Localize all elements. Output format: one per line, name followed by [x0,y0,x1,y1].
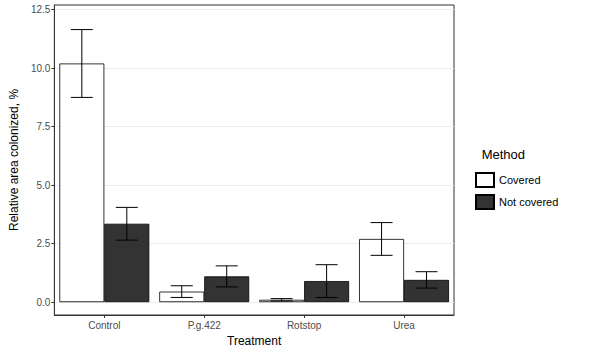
svg-text:Not covered: Not covered [499,196,558,208]
svg-text:Urea: Urea [393,320,415,331]
svg-text:2.5: 2.5 [36,238,50,249]
svg-text:Covered: Covered [499,174,541,186]
svg-text:Treatment: Treatment [227,334,282,348]
svg-text:0.0: 0.0 [36,297,50,308]
svg-text:P.g.422: P.g.422 [188,320,222,331]
svg-text:5.0: 5.0 [36,180,50,191]
svg-text:Control: Control [88,320,120,331]
svg-text:Rotstop: Rotstop [287,320,322,331]
svg-text:Method: Method [482,147,525,162]
svg-text:7.5: 7.5 [36,121,50,132]
svg-text:10.0: 10.0 [31,63,51,74]
svg-text:Relative area colonized, %: Relative area colonized, % [7,89,21,231]
svg-text:12.5: 12.5 [31,4,51,15]
